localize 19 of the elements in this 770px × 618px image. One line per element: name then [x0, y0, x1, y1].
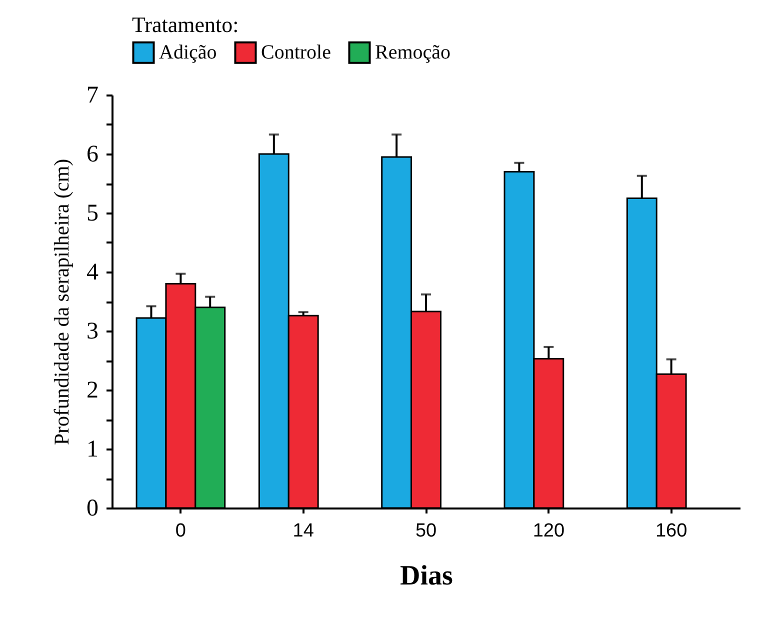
x-tick-label: 14 — [292, 520, 314, 542]
legend-label: Adição — [159, 42, 217, 64]
y-tick-label: 6 — [86, 142, 98, 168]
y-tick-label: 1 — [86, 436, 98, 462]
x-axis-title: Dias — [400, 560, 454, 592]
y-axis-title: Profundidade da serapilheira (cm) — [50, 158, 74, 446]
y-tick-label: 3 — [86, 318, 98, 344]
x-tick-label: 0 — [175, 520, 186, 542]
y-tick-label: 5 — [86, 200, 98, 226]
x-tick-label: 50 — [415, 520, 437, 542]
y-tick-label: 7 — [86, 82, 98, 108]
y-tick-label: 4 — [86, 260, 98, 286]
legend-title: Tratamento: — [132, 12, 239, 37]
y-tick-label: 2 — [86, 378, 98, 404]
y-tick-label: 0 — [86, 496, 98, 522]
legend-label: Controle — [261, 42, 332, 64]
legend-label: Remoção — [375, 42, 451, 64]
x-tick-label: 160 — [655, 520, 688, 542]
x-tick-label: 120 — [532, 520, 565, 542]
